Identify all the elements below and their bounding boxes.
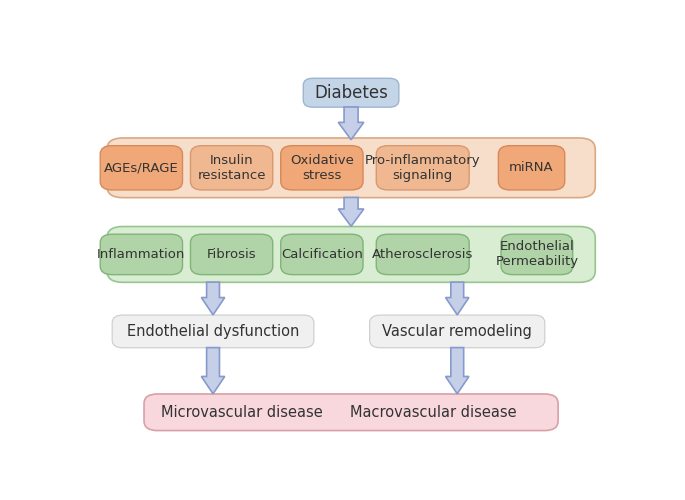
FancyBboxPatch shape xyxy=(281,146,363,190)
Text: Calcification: Calcification xyxy=(281,248,363,261)
Text: Atherosclerosis: Atherosclerosis xyxy=(372,248,473,261)
Text: Microvascular disease: Microvascular disease xyxy=(162,405,323,420)
FancyBboxPatch shape xyxy=(144,394,558,430)
FancyBboxPatch shape xyxy=(499,146,564,190)
FancyBboxPatch shape xyxy=(376,146,469,190)
FancyBboxPatch shape xyxy=(112,315,314,348)
FancyBboxPatch shape xyxy=(107,226,595,282)
Polygon shape xyxy=(338,198,364,226)
Text: AGEs/RAGE: AGEs/RAGE xyxy=(104,162,179,174)
FancyBboxPatch shape xyxy=(376,234,469,274)
FancyBboxPatch shape xyxy=(100,234,182,274)
Text: Pro-inflammatory
signaling: Pro-inflammatory signaling xyxy=(365,154,481,182)
FancyBboxPatch shape xyxy=(190,234,273,274)
Text: Endothelial
Permeability: Endothelial Permeability xyxy=(495,240,578,268)
FancyBboxPatch shape xyxy=(281,234,363,274)
FancyBboxPatch shape xyxy=(107,138,595,198)
FancyBboxPatch shape xyxy=(501,234,573,274)
Text: Diabetes: Diabetes xyxy=(314,84,388,102)
Text: Endothelial dysfunction: Endothelial dysfunction xyxy=(127,324,299,339)
FancyBboxPatch shape xyxy=(190,146,273,190)
Polygon shape xyxy=(201,348,225,394)
Text: miRNA: miRNA xyxy=(509,162,554,174)
Text: Macrovascular disease: Macrovascular disease xyxy=(350,405,516,420)
Text: Inflammation: Inflammation xyxy=(97,248,186,261)
Text: Vascular remodeling: Vascular remodeling xyxy=(382,324,532,339)
Polygon shape xyxy=(445,282,469,315)
FancyBboxPatch shape xyxy=(303,78,399,107)
Text: Fibrosis: Fibrosis xyxy=(207,248,256,261)
FancyBboxPatch shape xyxy=(100,146,182,190)
Polygon shape xyxy=(445,348,469,394)
Text: Oxidative
stress: Oxidative stress xyxy=(290,154,353,182)
Polygon shape xyxy=(201,282,225,315)
Polygon shape xyxy=(338,107,364,140)
FancyBboxPatch shape xyxy=(370,315,545,348)
Text: Insulin
resistance: Insulin resistance xyxy=(197,154,266,182)
